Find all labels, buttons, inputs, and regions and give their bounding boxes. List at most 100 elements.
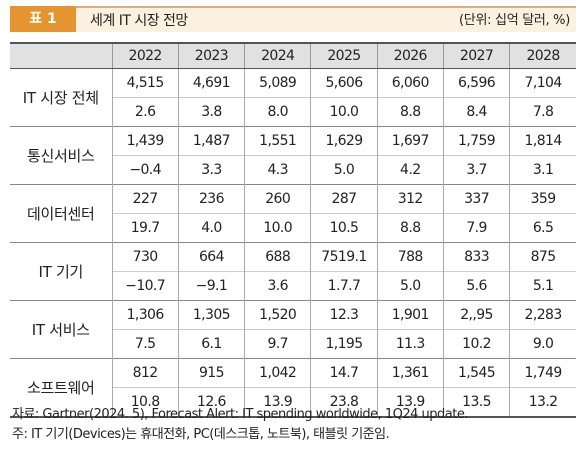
table-title: 세계 IT 시장 전망	[90, 13, 188, 29]
definition-note: 주: IT 기기(Devices)는 휴대전화, PC(데스크톱, 노트북), …	[12, 427, 390, 442]
value-cell: 688	[244, 242, 311, 272]
growth-cell: 2.6	[111, 97, 179, 127]
value-cell: 2,,95	[442, 300, 510, 330]
value-cell: 7,104	[509, 68, 576, 98]
growth-cell: 10.0	[310, 97, 378, 127]
row-category: 데이터센터	[10, 184, 112, 243]
value-cell: 1,361	[376, 358, 444, 388]
value-cell: 2,283	[509, 300, 576, 330]
value-cell: 1,439	[111, 126, 179, 156]
row-category: 통신서비스	[10, 126, 112, 185]
value-cell: 730	[111, 242, 179, 272]
row-category: IT 기기	[10, 242, 112, 301]
growth-cell: 3.1	[509, 155, 576, 185]
table-number-tag: 표 1	[10, 6, 76, 32]
value-cell: 312	[376, 184, 444, 214]
growth-cell: 12.6	[177, 387, 245, 418]
growth-cell: 1,195	[310, 329, 378, 359]
growth-cell: 13.9	[244, 387, 311, 418]
growth-cell: 6.1	[177, 329, 245, 359]
growth-cell: 10.0	[244, 213, 311, 243]
column-header: 2026	[376, 42, 444, 69]
growth-cell: −0.4	[111, 155, 179, 185]
growth-cell: 23.8	[310, 387, 378, 418]
growth-cell: 3.8	[177, 97, 245, 127]
growth-cell: 8.8	[376, 97, 444, 127]
column-header	[10, 42, 112, 69]
value-cell: 337	[442, 184, 510, 214]
value-cell: 875	[509, 242, 576, 272]
row-category: IT 서비스	[10, 300, 112, 359]
column-header: 2028	[509, 42, 576, 69]
growth-cell: 19.7	[111, 213, 179, 243]
table-row-values: 데이터센터 227 236 260 287 312 337 359	[10, 184, 576, 243]
growth-cell: 13.9	[376, 387, 444, 418]
growth-cell: 9.7	[244, 329, 311, 359]
value-cell: 227	[111, 184, 179, 214]
growth-cell: −9.1	[177, 271, 245, 301]
column-header: 2027	[442, 42, 510, 69]
growth-cell: 7.9	[442, 213, 510, 243]
value-cell: 1,520	[244, 300, 311, 330]
value-cell: 1,551	[244, 126, 311, 156]
value-cell: 260	[244, 184, 311, 214]
growth-cell: 5.1	[509, 271, 576, 301]
value-cell: 1,545	[442, 358, 510, 388]
growth-cell: 4.0	[177, 213, 245, 243]
value-cell: 1,042	[244, 358, 311, 388]
value-cell: 1,814	[509, 126, 576, 156]
growth-cell: 10.8	[111, 387, 179, 418]
column-header: 2024	[244, 42, 311, 69]
growth-cell: 8.0	[244, 97, 311, 127]
growth-cell: 3.3	[177, 155, 245, 185]
growth-cell: 8.8	[376, 213, 444, 243]
value-cell: 6,596	[442, 68, 510, 98]
value-cell: 4,515	[111, 68, 179, 98]
growth-cell: 1.7.7	[310, 271, 378, 301]
growth-cell: 7.8	[509, 97, 576, 127]
value-cell: 915	[177, 358, 245, 388]
row-category: IT 시장 전체	[10, 68, 112, 127]
value-cell: 1,759	[442, 126, 510, 156]
table-row-growth: 10.8 12.6 13.9 23.8 13.9 13.5 13.2	[10, 387, 576, 418]
table-row-growth: 19.7 4.0 10.0 10.5 8.8 7.9 6.5	[10, 213, 576, 243]
column-header: 2025	[310, 42, 378, 69]
unit-label: (단위: 십억 달러, %)	[459, 13, 570, 28]
growth-cell: 3.7	[442, 155, 510, 185]
growth-cell: 11.3	[376, 329, 444, 359]
growth-cell: 4.3	[244, 155, 311, 185]
growth-cell: 5.0	[310, 155, 378, 185]
table-row-values: 통신서비스 1,439 1,487 1,551 1,629 1,697 1,759 1,814	[10, 126, 576, 185]
growth-cell: 7.5	[111, 329, 179, 359]
value-cell: 359	[509, 184, 576, 214]
column-header: 2023	[177, 42, 245, 69]
table-title-bar: 표 1 세계 IT 시장 전망 (단위: 십억 달러, %)	[10, 6, 576, 32]
value-cell: 287	[310, 184, 378, 214]
value-cell: 1,306	[111, 300, 179, 330]
table-body: IT 시장 전체 4,515 4,691 5,089 5,606 6,060 6,596 7,…	[10, 68, 576, 418]
growth-cell: 6.5	[509, 213, 576, 243]
value-cell: 5,606	[310, 68, 378, 98]
growth-cell: 10.5	[310, 213, 378, 243]
table-row-growth: 2.6 3.8 8.0 10.0 8.8 8.4 7.8	[10, 97, 576, 127]
value-cell: 12.3	[310, 300, 378, 330]
growth-cell: 5.0	[376, 271, 444, 301]
value-cell: 1,629	[310, 126, 378, 156]
value-cell: 833	[442, 242, 510, 272]
growth-cell: 5.6	[442, 271, 510, 301]
value-cell: 812	[111, 358, 179, 388]
table-row-values: IT 기기 730 664 688 7519.1 788 833 875	[10, 242, 576, 301]
growth-cell: 10.2	[442, 329, 510, 359]
value-cell: 14.7	[310, 358, 378, 388]
value-cell: 788	[376, 242, 444, 272]
value-cell: 664	[177, 242, 245, 272]
source-note: 자료: Gartner(2024. 5), Forecast Alert: IT…	[12, 407, 468, 422]
table-row-values: 소프트웨어 812 915 1,042 14.7 1,361 1,545 1,749	[10, 358, 576, 418]
growth-cell: 13.5	[442, 387, 510, 418]
value-cell: 1,305	[177, 300, 245, 330]
growth-cell: 8.4	[442, 97, 510, 127]
table-row-growth: −10.7 −9.1 3.6 1.7.7 5.0 5.6 5.1	[10, 271, 576, 301]
table-row-values: IT 서비스 1,306 1,305 1,520 12.3 1,901 2,,95 2,283	[10, 300, 576, 359]
row-category: 소프트웨어	[10, 358, 112, 418]
value-cell: 1,697	[376, 126, 444, 156]
